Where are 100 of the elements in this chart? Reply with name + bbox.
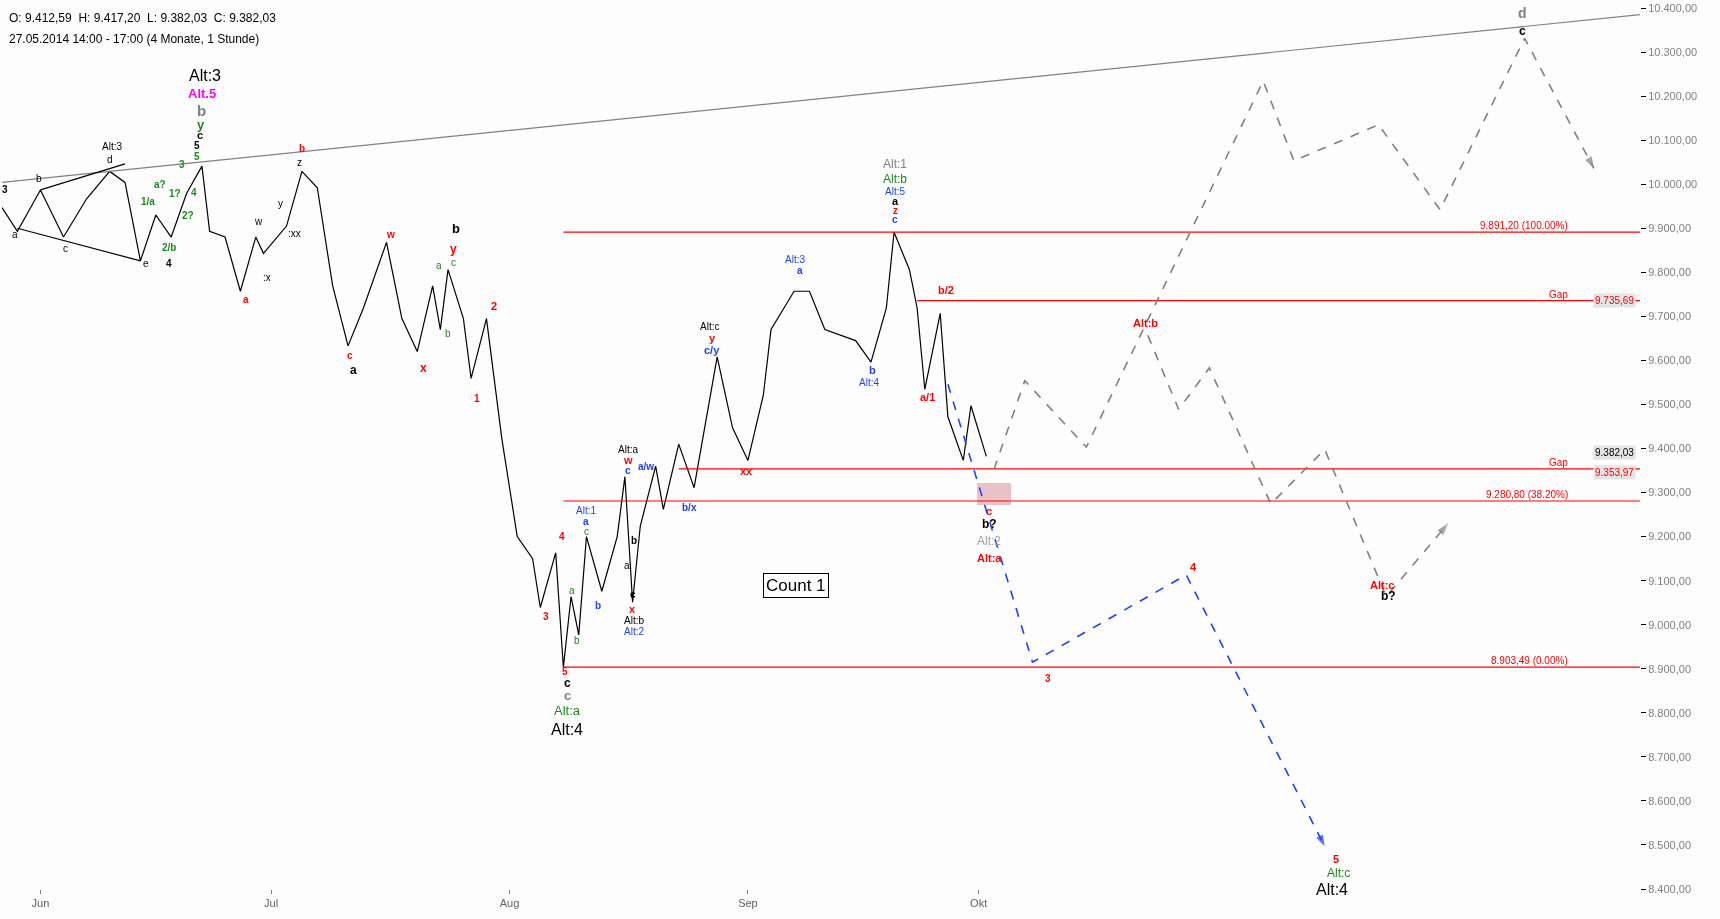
annotation: z [893,205,898,216]
annotation: a/w [638,461,655,472]
series-label: Gap [1549,289,1569,300]
annotation: d [107,154,113,165]
annotation: Alt:4 [859,377,880,388]
annotation: y [450,242,457,256]
annotation: 5 [1333,853,1340,865]
annotation: a [892,195,899,207]
annotation: 9.382,03 [1595,447,1635,458]
annotation: 5 [562,666,568,677]
y-tick-label: 9.800,00 [1648,266,1692,279]
annotation: b [595,600,602,611]
annotation: Alt:2 [977,534,1002,548]
annotation: :xx [288,228,301,239]
annotation: 3 [543,611,549,622]
y-tick-label: 8.400,00 [1648,882,1692,895]
y-tick-label: 8.600,00 [1648,794,1692,807]
annotation: x [420,361,427,375]
annotation: w [386,229,395,240]
y-tick-label: 9.900,00 [1648,222,1692,235]
annotation: z [297,157,302,168]
annotation: d [1518,5,1527,21]
annotation: a [624,560,630,571]
annotation: Alt:b [1133,317,1159,329]
y-tick-label: 8.700,00 [1648,750,1692,763]
annotation: 9.735,69 [1595,295,1635,306]
annotation: b [197,102,207,119]
annotation: b/2 [938,284,954,296]
y-tick-label: 8.500,00 [1648,838,1692,851]
series-label: Gap [1549,457,1569,468]
x-tick-label: Jul [264,897,279,910]
annotation: xx [740,465,754,477]
x-tick-label: Jun [31,897,50,910]
annotation: Alt:a [977,552,1003,564]
annotation: a [797,265,803,276]
y-tick-label: 9.500,00 [1648,398,1692,411]
annotation: a [436,260,442,271]
x-tick-label: Okt [970,897,988,910]
annotation: Alt:3 [102,141,123,152]
annotation: Alt:2 [624,626,645,637]
annotation: 3 [179,159,185,170]
annotation: Alt:5 [885,186,906,197]
annotation: a [583,516,589,527]
annotation: Alt:b [624,615,645,626]
annotation: a [12,229,18,240]
annotation: a? [154,179,166,190]
y-tick-label: 10.000,00 [1648,178,1698,191]
annotation: Alt:a [618,444,639,455]
annotation: 3 [2,184,8,195]
y-tick-label: 9.400,00 [1648,442,1692,455]
y-tick-label: 10.100,00 [1648,134,1698,146]
annotation: c [451,257,456,268]
annotation: Count 1 [766,576,826,595]
annotation: w [254,216,263,227]
annotation: 2? [182,210,194,221]
annotation: c/y [704,344,721,356]
annotation: 4 [1190,561,1197,573]
series-label: 9.280,80 (38.20%) [1486,489,1569,500]
series-label: 9.891,20 (100.00%) [1480,220,1568,231]
annotation: 1 [474,393,480,404]
annotation: c [1519,24,1526,38]
annotation: y [278,198,283,209]
chart-title: O: 9.412,59 H: 9.417,20 L: 9.382,03 C: 9.382,03 [9,11,277,25]
annotation: b [299,143,306,154]
annotation: Alt:b [883,172,908,186]
y-tick-label: 8.900,00 [1648,662,1692,675]
y-tick-label: 9.600,00 [1648,354,1692,367]
annotation: c [625,465,631,476]
annotation: Alt:1 [576,505,597,516]
annotation: b [631,535,638,546]
y-tick-label: 10.400,00 [1648,1,1698,14]
annotation: Alt:c [700,321,720,332]
y-tick-label: 10.300,00 [1648,45,1698,58]
annotation: a [350,363,357,377]
annotation: Alt:1 [883,157,908,171]
annotation: b [869,364,876,376]
annotation: 1? [169,188,181,199]
annotation: Alt:3 [785,254,806,265]
annotation: 5 [194,151,200,162]
annotation: 5 [194,140,200,151]
annotation: 4 [191,187,197,198]
annotation: Alt:3 [189,67,222,84]
y-tick-label: 9.000,00 [1648,618,1692,631]
annotation: x [629,603,636,615]
annotation: w [623,454,633,466]
y-tick-label: 9.200,00 [1648,530,1692,543]
y-tick-label: 9.700,00 [1648,310,1692,323]
annotation: e [143,258,149,269]
y-tick-label: 8.800,00 [1648,706,1692,719]
annotation: 4 [166,258,172,269]
annotation: Alt:4 [1316,881,1349,898]
y-tick-label: 9.100,00 [1648,574,1692,587]
annotation: b? [1381,589,1396,603]
annotation: Alt:c [1327,866,1351,880]
x-tick-label: Aug [499,897,520,910]
annotation: 4 [559,531,565,542]
annotation: Alt:c [1370,579,1395,591]
annotation: y [709,332,716,344]
annotation: :x [263,272,271,283]
annotation: b [574,635,580,646]
